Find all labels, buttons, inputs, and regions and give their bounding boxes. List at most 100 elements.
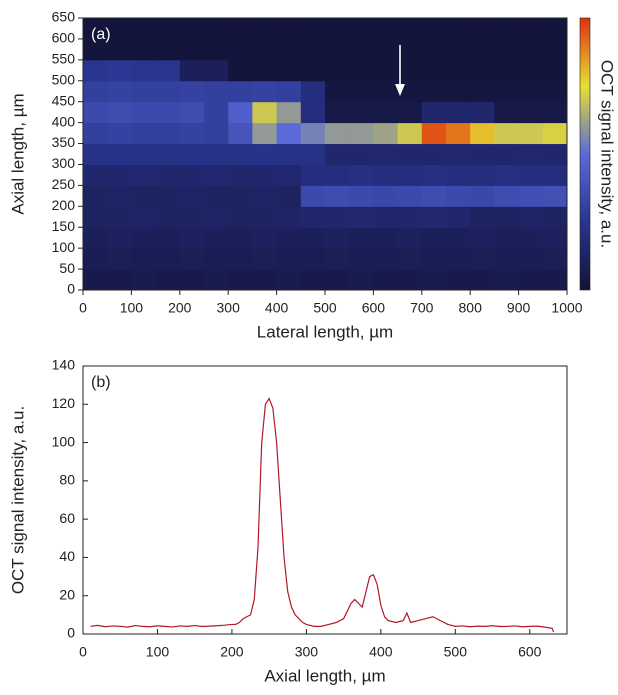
heatmap-cell bbox=[518, 248, 544, 270]
heatmap-cell bbox=[397, 101, 423, 124]
x-tick-label: 900 bbox=[507, 300, 531, 316]
heatmap-cell bbox=[155, 122, 181, 145]
heatmap-cell bbox=[542, 18, 568, 40]
y-tick-label: 0 bbox=[67, 625, 75, 641]
heatmap-cell bbox=[107, 143, 132, 165]
y-tick-label: 200 bbox=[52, 197, 76, 213]
heatmap-cell bbox=[107, 101, 132, 124]
heatmap-cell bbox=[349, 206, 374, 228]
heatmap-cell bbox=[276, 143, 302, 165]
colorbar-label: OCT signal intensity, a.u. bbox=[598, 60, 617, 248]
heatmap-cell bbox=[228, 101, 253, 124]
heatmap-cell bbox=[300, 38, 326, 61]
y-tick-label: 650 bbox=[52, 9, 76, 25]
heatmap-cell bbox=[83, 59, 108, 82]
heatmap-cell bbox=[155, 101, 181, 124]
heatmap-cell bbox=[421, 38, 447, 61]
x-axis-label: Axial length, µm bbox=[264, 666, 385, 685]
heatmap-cell bbox=[518, 38, 544, 61]
x-tick-label: 400 bbox=[369, 644, 393, 660]
heatmap-cell bbox=[518, 269, 544, 291]
heatmap-cell bbox=[397, 269, 423, 291]
heatmap-cell bbox=[179, 122, 205, 145]
heatmap-cell bbox=[83, 101, 108, 124]
heatmap-cell bbox=[421, 122, 447, 145]
heatmap-cell bbox=[373, 122, 399, 145]
heatmap-cell bbox=[131, 206, 157, 228]
heatmap-cell bbox=[349, 122, 374, 145]
arrow-annotation bbox=[395, 45, 405, 96]
heatmap-cell bbox=[131, 185, 157, 207]
heatmap-cell bbox=[446, 164, 471, 186]
heatmap-cell bbox=[83, 164, 108, 186]
heatmap-cell bbox=[252, 18, 278, 40]
heatmap-cell bbox=[204, 185, 229, 207]
heatmap-cell bbox=[542, 164, 568, 186]
x-tick-label: 1000 bbox=[551, 300, 582, 316]
y-tick-label: 550 bbox=[52, 51, 76, 67]
x-tick-label: 100 bbox=[120, 300, 144, 316]
y-tick-label: 140 bbox=[52, 357, 76, 373]
heatmap-cell bbox=[300, 248, 326, 270]
heatmap-cell bbox=[228, 185, 253, 207]
x-tick-label: 700 bbox=[410, 300, 434, 316]
heatmap-cell bbox=[373, 206, 399, 228]
y-tick-label: 300 bbox=[52, 155, 76, 171]
heatmap-cell bbox=[83, 143, 108, 165]
heatmap-cell bbox=[349, 269, 374, 291]
heatmap-cell bbox=[300, 143, 326, 165]
heatmap-cell bbox=[228, 206, 253, 228]
heatmap-cell bbox=[542, 185, 568, 207]
y-tick-label: 450 bbox=[52, 92, 76, 108]
heatmap-cell bbox=[397, 59, 423, 82]
heatmap-cell bbox=[179, 59, 205, 82]
heatmap-cell bbox=[107, 164, 132, 186]
heatmap-cell bbox=[397, 185, 423, 207]
heatmap-cell bbox=[373, 164, 399, 186]
heatmap-cell bbox=[518, 206, 544, 228]
heatmap-cell bbox=[397, 122, 423, 145]
heatmap-cell bbox=[373, 38, 399, 61]
heatmap-cell bbox=[494, 185, 520, 207]
heatmap-cell bbox=[542, 38, 568, 61]
heatmap-cell bbox=[494, 206, 520, 228]
heatmap-cell bbox=[518, 164, 544, 186]
heatmap-cell bbox=[470, 38, 495, 61]
heatmap-cell bbox=[518, 80, 544, 103]
heatmap-cell bbox=[325, 164, 350, 186]
panel-label: (a) bbox=[91, 26, 111, 43]
heatmap-cell bbox=[446, 185, 471, 207]
heatmap-cell bbox=[252, 59, 278, 82]
heatmap-cell bbox=[373, 59, 399, 82]
heatmap-cell bbox=[542, 59, 568, 82]
heatmap-cell bbox=[300, 18, 326, 40]
heatmap-cell bbox=[325, 38, 350, 61]
heatmap-cell bbox=[518, 101, 544, 124]
heatmap-cell bbox=[204, 18, 229, 40]
heatmap-cell bbox=[446, 80, 471, 103]
heatmap-cell bbox=[228, 143, 253, 165]
heatmap-cell bbox=[107, 206, 132, 228]
heatmap-cell bbox=[421, 248, 447, 270]
heatmap-cell bbox=[494, 18, 520, 40]
heatmap-cell bbox=[107, 59, 132, 82]
heatmap-cell bbox=[325, 18, 350, 40]
heatmap-cell bbox=[470, 101, 495, 124]
heatmap-cell bbox=[300, 185, 326, 207]
heatmap-cell bbox=[252, 248, 278, 270]
heatmap-cell bbox=[446, 143, 471, 165]
heatmap-cell bbox=[446, 59, 471, 82]
heatmap-cell bbox=[446, 206, 471, 228]
x-tick-label: 0 bbox=[79, 300, 87, 316]
heatmap-cell bbox=[300, 80, 326, 103]
heatmap-cell bbox=[470, 206, 495, 228]
heatmap-cell bbox=[446, 227, 471, 249]
heatmap-cell bbox=[446, 101, 471, 124]
heatmap-cell bbox=[179, 164, 205, 186]
heatmap-cell bbox=[325, 101, 350, 124]
x-tick-label: 600 bbox=[362, 300, 386, 316]
heatmap-cell bbox=[276, 269, 302, 291]
heatmap-cell bbox=[228, 122, 253, 145]
heatmap-cell bbox=[542, 143, 568, 165]
heatmap-cell bbox=[325, 143, 350, 165]
